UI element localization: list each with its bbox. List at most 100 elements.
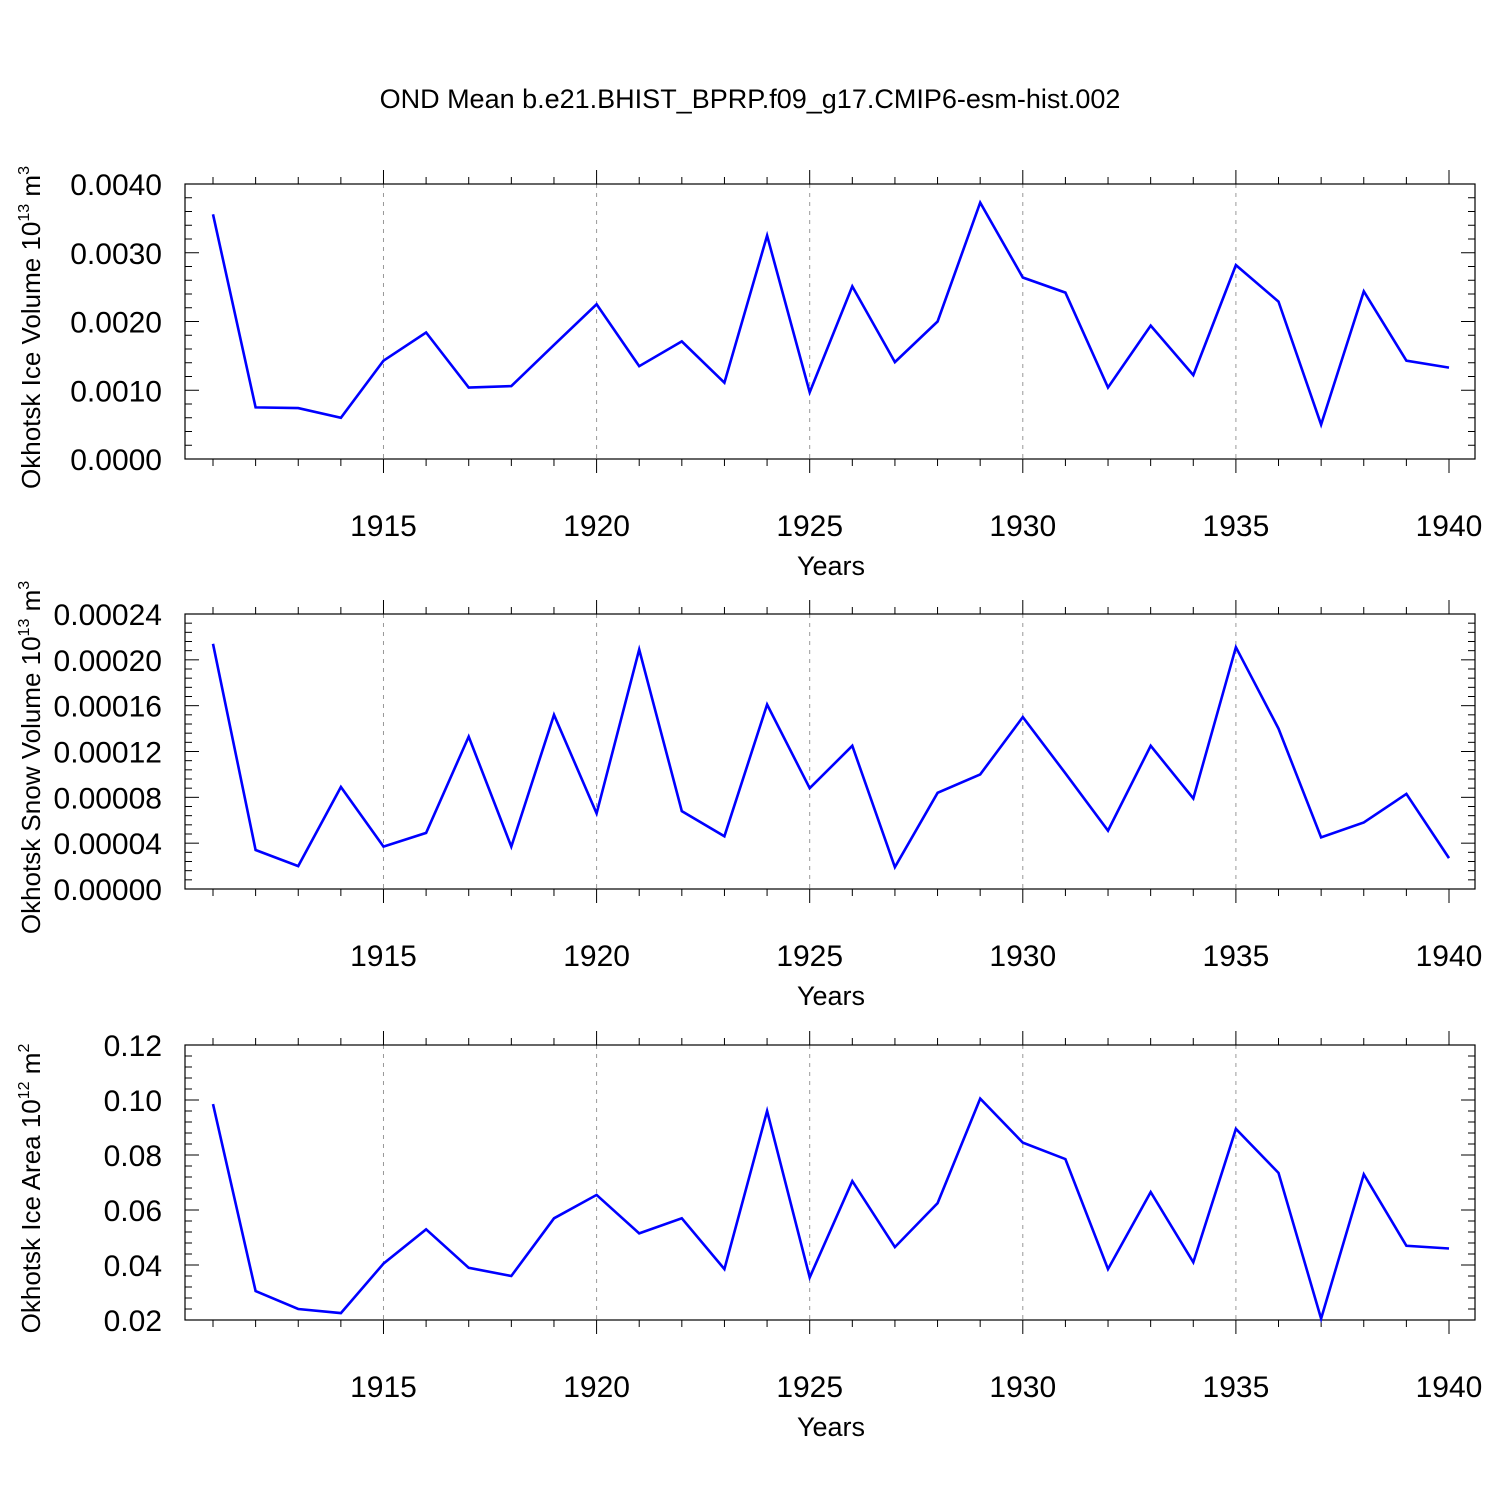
- x-tick-label: 1915: [350, 1371, 417, 1404]
- y-tick-label: 0.00008: [54, 782, 162, 815]
- data-point: [637, 364, 641, 368]
- data-point: [467, 735, 471, 739]
- data-point: [254, 405, 258, 409]
- data-point: [424, 331, 428, 335]
- x-tick-label: 1920: [563, 940, 630, 973]
- data-point: [1149, 744, 1153, 748]
- data-point: [1234, 1127, 1238, 1131]
- y-tick-label: 0.00016: [54, 691, 162, 724]
- y-tick-label: 0.06: [104, 1195, 162, 1228]
- data-point: [722, 1267, 726, 1271]
- data-point: [1404, 359, 1408, 363]
- y-axis-label: Okhotsk Ice Volume 1013 m3: [16, 166, 46, 489]
- data-point: [1362, 289, 1366, 293]
- x-tick-label: 1925: [776, 940, 843, 973]
- data-point: [595, 811, 599, 815]
- y-axis-label: Okhotsk Ice Area 1012 m2: [16, 1044, 46, 1334]
- y-tick-label: 0.0030: [70, 238, 162, 271]
- data-point: [1234, 645, 1238, 649]
- y-tick-label: 0.04: [104, 1250, 162, 1283]
- plot-frame: [184, 1044, 1476, 1321]
- y-tick-label: 0.00024: [54, 599, 162, 632]
- data-point: [1447, 856, 1451, 860]
- data-point: [936, 1201, 940, 1205]
- series-line: [211, 199, 1450, 429]
- y-tick-label: 0.02: [104, 1305, 162, 1338]
- data-point: [978, 772, 982, 776]
- data-point: [808, 1275, 812, 1279]
- data-point: [509, 845, 513, 849]
- data-point: [1404, 792, 1408, 796]
- data-point: [552, 1216, 556, 1220]
- data-point: [509, 1274, 513, 1278]
- data-point: [339, 1311, 343, 1315]
- data-point: [850, 744, 854, 748]
- data-point: [1319, 1317, 1323, 1321]
- data-point: [296, 864, 300, 868]
- data-point: [1106, 829, 1110, 833]
- data-point: [893, 1245, 897, 1249]
- data-point: [467, 1266, 471, 1270]
- chart-panel-1: 0.0000 0.0010 0.0020 0.0030 0.0040 1915 1920 19…: [16, 166, 1482, 581]
- data-point: [680, 339, 684, 343]
- data-point: [765, 1109, 769, 1113]
- x-tick-label: 1920: [563, 510, 630, 543]
- data-point: [1319, 835, 1323, 839]
- plot-frame: [184, 183, 1476, 460]
- data-point: [339, 785, 343, 789]
- y-axis-label: Okhotsk Snow Volume 1013 m3: [16, 581, 46, 934]
- y-tick-label: 0.00020: [54, 645, 162, 678]
- y-tick-label: 0.00000: [54, 874, 162, 907]
- chart-panel-3: 0.02 0.04 0.06 0.08 0.10 0.12 1915 1920 1925 1930…: [16, 1030, 1482, 1442]
- data-point: [936, 320, 940, 324]
- data-point: [424, 1227, 428, 1231]
- chart-title: OND Mean b.e21.BHIST_BPRP.f09_g17.CMIP6-…: [380, 84, 1121, 114]
- x-axis-label: Years: [797, 981, 865, 1011]
- data-point: [381, 845, 385, 849]
- data-point: [680, 809, 684, 813]
- x-tick-label: 1925: [776, 1371, 843, 1404]
- data-point: [765, 703, 769, 707]
- data-point: [808, 390, 812, 394]
- data-point: [1404, 1244, 1408, 1248]
- x-tick-label: 1925: [776, 510, 843, 543]
- data-point: [637, 1231, 641, 1235]
- y-tick-label: 0.0010: [70, 375, 162, 408]
- data-point: [296, 406, 300, 410]
- data-point: [1277, 1171, 1281, 1175]
- x-tick-label: 1915: [350, 940, 417, 973]
- data-point: [722, 381, 726, 385]
- data-point: [978, 1097, 982, 1101]
- data-point: [211, 642, 215, 646]
- data-point: [1277, 300, 1281, 304]
- data-point: [1277, 727, 1281, 731]
- data-point: [509, 384, 513, 388]
- data-point: [1106, 386, 1110, 390]
- x-tick-label: 1935: [1203, 940, 1270, 973]
- data-point: [1021, 715, 1025, 719]
- data-point: [1063, 291, 1067, 295]
- data-point: [254, 1289, 258, 1293]
- data-point: [637, 648, 641, 652]
- series-line: [211, 643, 1451, 871]
- data-point: [424, 831, 428, 835]
- data-point: [211, 212, 215, 216]
- x-axis-label: Years: [797, 1412, 865, 1442]
- data-point: [467, 386, 471, 390]
- data-point: [381, 359, 385, 363]
- y-tick-label: 0.0040: [70, 169, 162, 202]
- x-tick-label: 1930: [989, 1371, 1056, 1404]
- data-point: [595, 1193, 599, 1197]
- x-axis-label: Years: [797, 551, 865, 581]
- x-tick-label: 1920: [563, 1371, 630, 1404]
- data-point: [1319, 423, 1323, 427]
- data-point: [850, 1179, 854, 1183]
- data-point: [1191, 796, 1195, 800]
- data-point: [1447, 366, 1451, 370]
- chart-panel-2: 0.00000 0.00004 0.00008 0.00012 0.00016 0.000…: [16, 581, 1482, 1011]
- data-point: [722, 834, 726, 838]
- x-tick-label: 1940: [1416, 510, 1483, 543]
- y-tick-label: 0.00012: [54, 737, 162, 770]
- data-point: [1149, 324, 1153, 328]
